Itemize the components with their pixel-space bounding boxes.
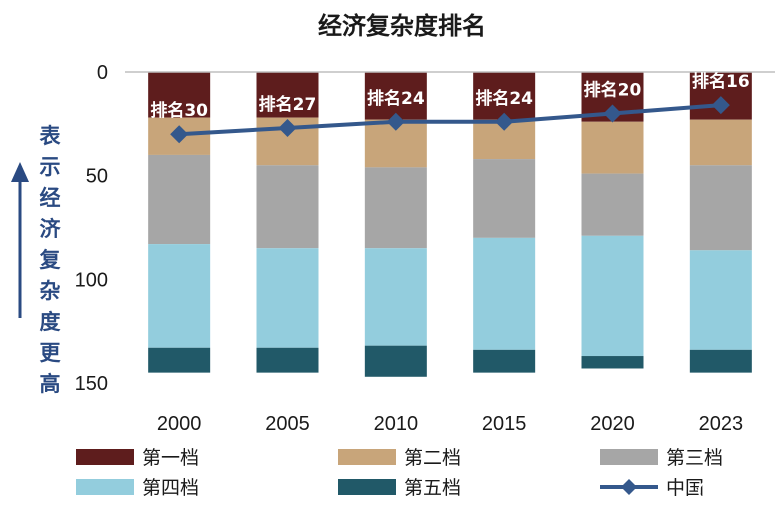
legend-swatch-tier-5 [338, 479, 396, 495]
x-tick-label: 2023 [699, 413, 744, 435]
china-line-path [179, 103, 721, 137]
china-point-2020 [603, 104, 622, 123]
bar-2023-tier-3 [689, 165, 752, 251]
legend-swatch-tier-4 [76, 479, 134, 495]
rank-label-2023: 排名16 [692, 71, 750, 92]
legend-swatch-tier-3 [600, 449, 658, 465]
chart-title: 经济复杂度排名 [318, 12, 486, 40]
china-point-2023 [711, 96, 730, 115]
bar-2005-tier-1 [256, 72, 319, 118]
bar-2020-tier-4 [581, 235, 644, 357]
y-axis-label-text: 表示经济复杂度更高 [39, 124, 62, 396]
legend-label: 第三档 [666, 447, 723, 469]
x-axis-ticks: 2000 2005 2010 2015 2020 2023 [157, 413, 743, 435]
bar-2023-tier-5 [689, 349, 752, 373]
rank-label-2005: 排名27 [259, 94, 317, 115]
x-tick-label: 2005 [265, 413, 310, 435]
bar-2000-tier-4 [148, 244, 211, 348]
bar-2010-tier-4 [364, 248, 427, 346]
x-tick-label: 2015 [482, 413, 527, 435]
legend-swatch-tier-2 [338, 449, 396, 465]
bar-2015-tier-1 [473, 72, 536, 120]
legend-label: 第五档 [404, 477, 461, 499]
rank-labels: 排名30 排名27 排名24 排名24 排名20 排名16 [150, 71, 749, 121]
bar-2023-tier-4 [689, 250, 752, 350]
y-tick-label: 50 [86, 166, 108, 188]
x-tick-label: 2010 [374, 413, 419, 435]
bar-2010-tier-5 [364, 345, 427, 377]
bars [148, 72, 752, 377]
bar-2000-tier-5 [148, 347, 211, 373]
bar-2020-tier-3 [581, 173, 644, 236]
y-tick-label: 100 [75, 269, 108, 291]
legend-swatch-tier-1 [76, 449, 134, 465]
legend-label: 第四档 [142, 477, 199, 499]
watermark-text: 格隆汇 [722, 484, 764, 500]
bar-2015-tier-4 [473, 237, 536, 350]
legend-label: 中国 [666, 477, 704, 499]
rank-label-2015: 排名24 [475, 88, 533, 109]
bar-2005-tier-4 [256, 248, 319, 348]
y-axis-label: 表示经济复杂度更高 [11, 124, 62, 396]
x-tick-label: 2020 [590, 413, 635, 435]
bar-2005-tier-5 [256, 347, 319, 373]
up-arrow-head-icon [11, 162, 29, 182]
china-point-2010 [386, 112, 405, 131]
legend-label: 第二档 [404, 447, 461, 469]
china-point-2015 [495, 112, 514, 131]
x-tick-label: 2000 [157, 413, 202, 435]
bar-2000-tier-1 [148, 72, 211, 118]
rank-label-2000: 排名30 [150, 100, 208, 121]
bar-2023-tier-2 [689, 119, 752, 166]
bar-2010-tier-1 [364, 72, 427, 120]
bar-2010-tier-3 [364, 167, 427, 249]
bar-2020-tier-2 [581, 121, 644, 174]
bar-2020-tier-5 [581, 356, 644, 369]
y-tick-label: 0 [97, 62, 108, 84]
watermark-logo-icon [698, 481, 718, 501]
bar-2015-tier-3 [473, 159, 536, 238]
rank-label-2010: 排名24 [367, 88, 425, 109]
y-axis-ticks: 0 50 100 150 [75, 62, 108, 395]
legend-swatch-diamond-icon [621, 479, 637, 495]
watermark: 格隆汇 [698, 481, 764, 501]
rank-label-2020: 排名20 [584, 79, 642, 100]
bar-2005-tier-3 [256, 165, 319, 249]
bar-2000-tier-3 [148, 154, 211, 245]
bar-2015-tier-5 [473, 349, 536, 373]
china-line [170, 96, 730, 144]
china-point-2005 [278, 118, 297, 137]
legend-label: 第一档 [142, 447, 199, 469]
china-point-2000 [170, 125, 189, 144]
y-tick-label: 150 [75, 373, 108, 395]
